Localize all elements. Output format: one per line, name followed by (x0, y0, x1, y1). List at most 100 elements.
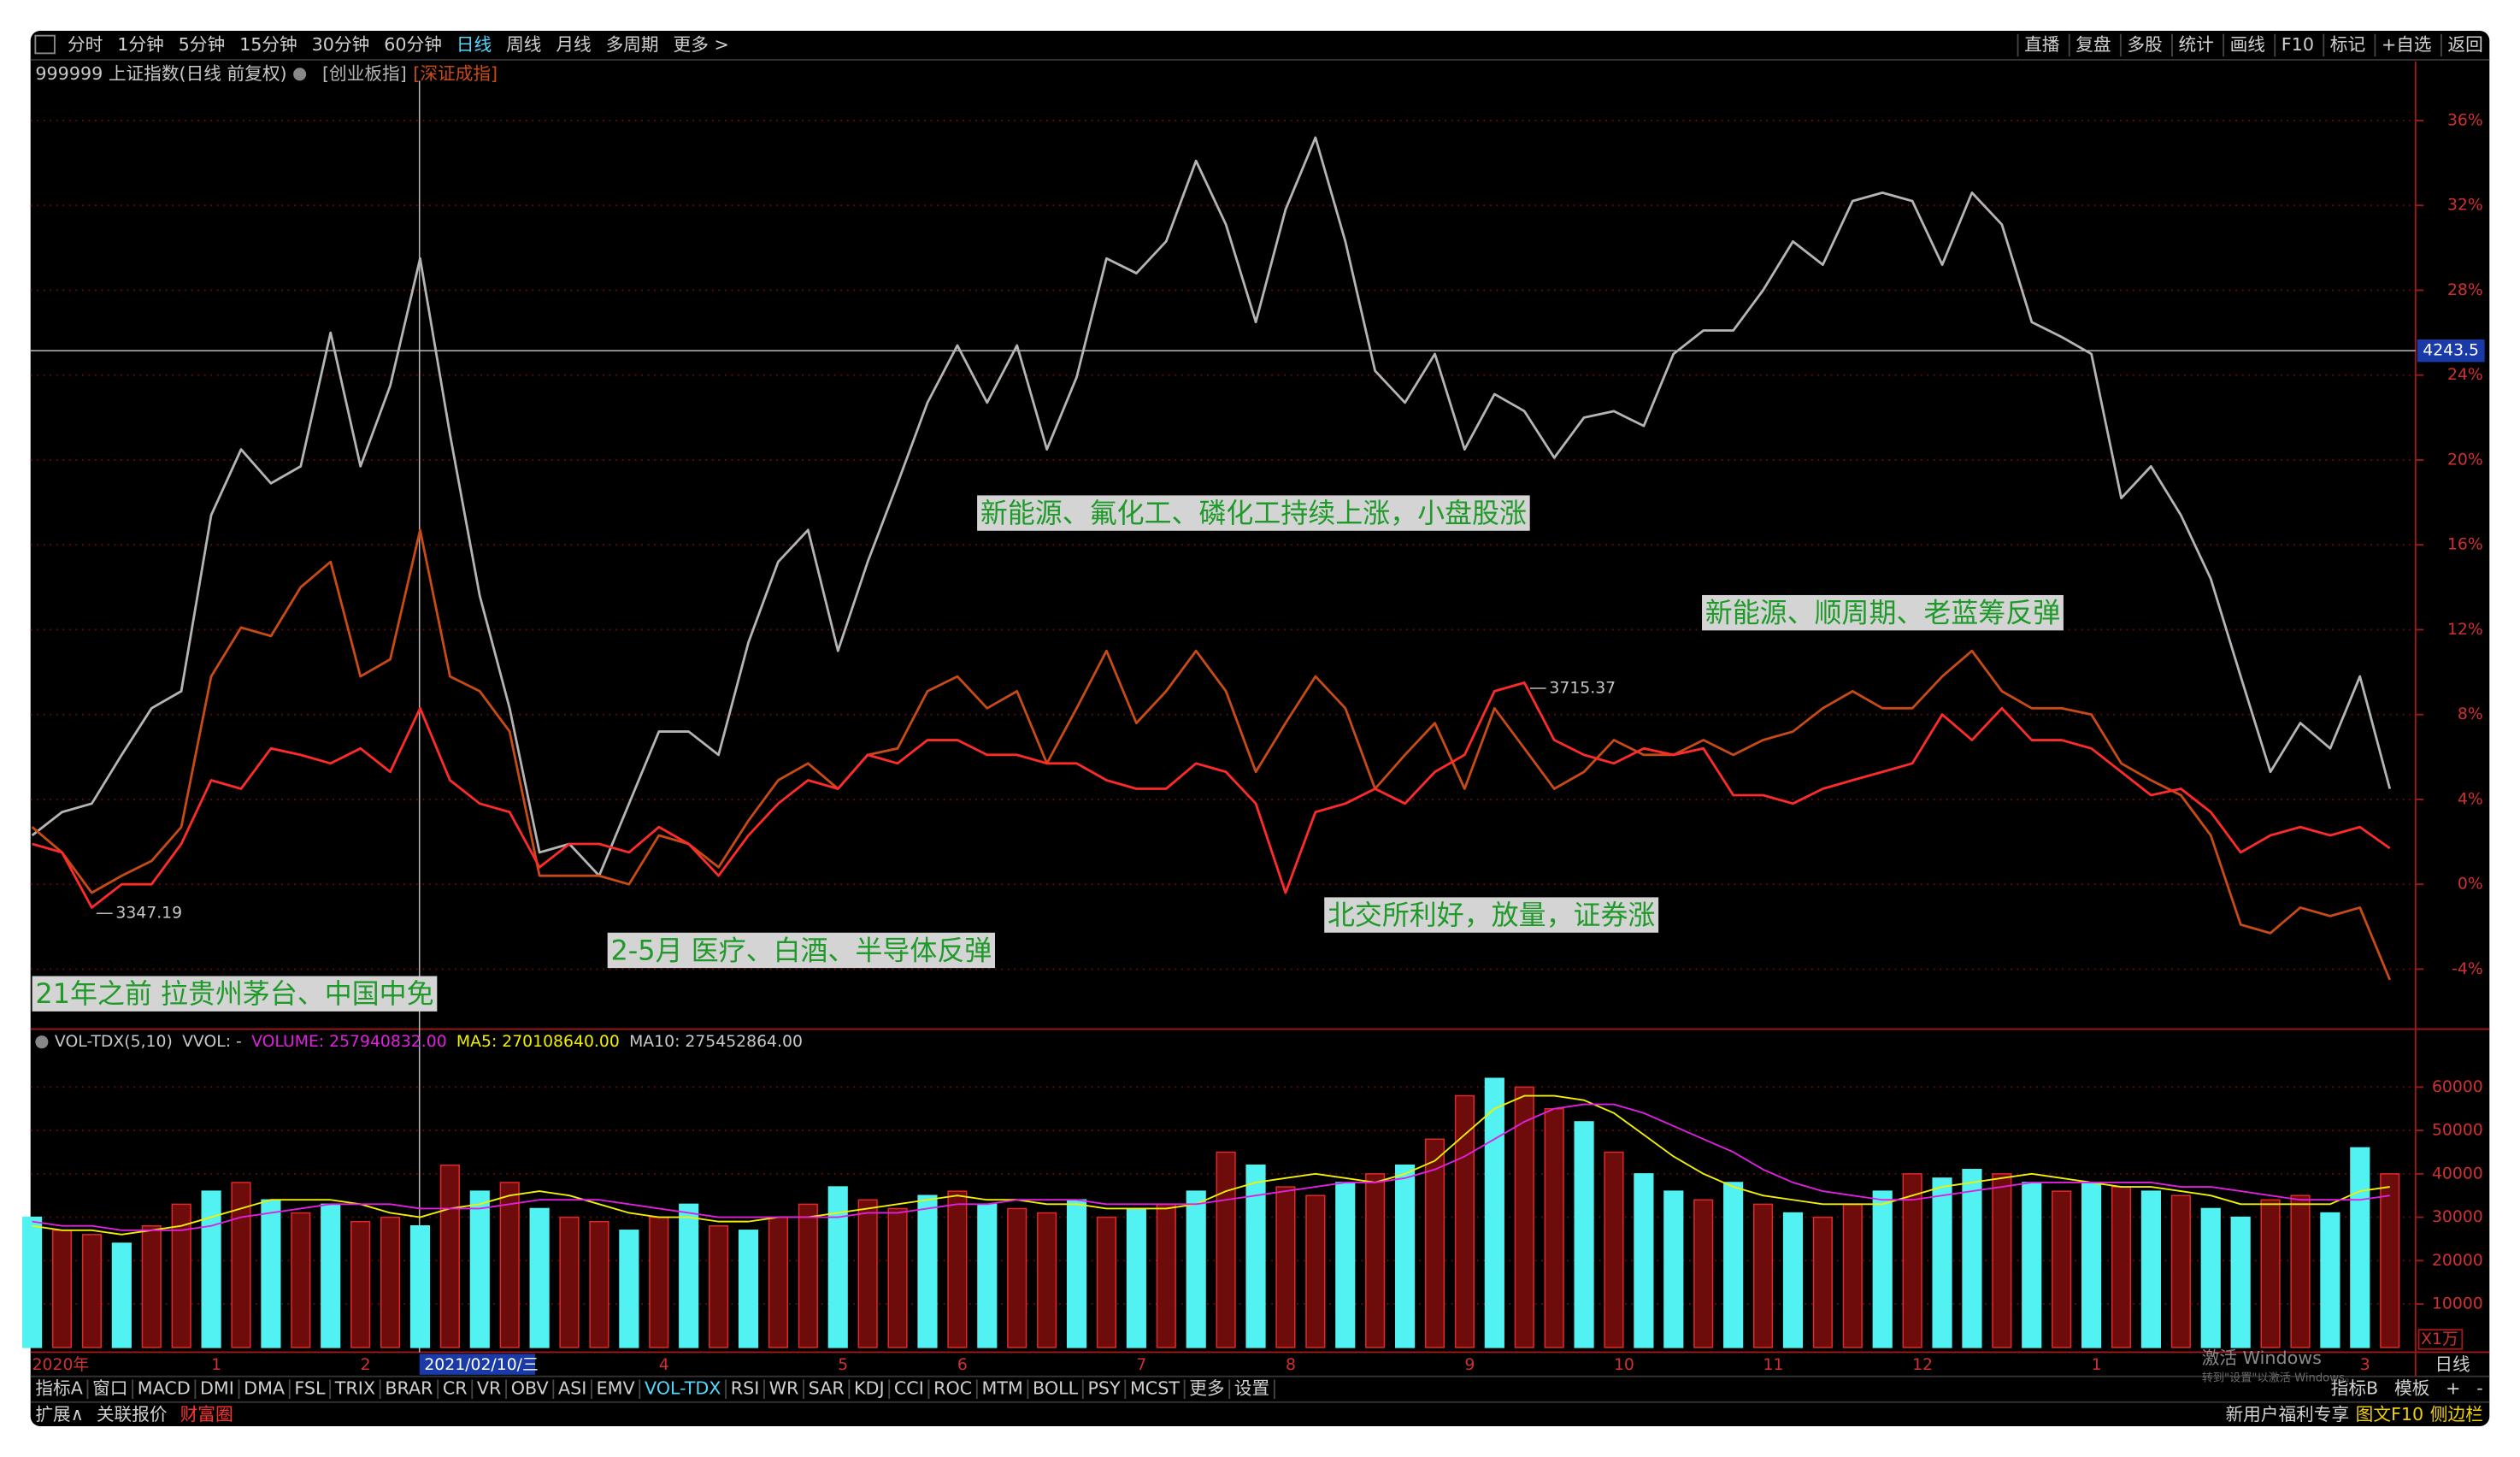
indicator-tab[interactable]: FSL (294, 1378, 326, 1399)
y-tick-label: 50000 (2432, 1122, 2483, 1140)
window-icon[interactable] (34, 34, 56, 55)
volume-bar (1007, 1207, 1027, 1348)
indicator-tab[interactable]: WR (769, 1378, 799, 1399)
toolbar-item[interactable]: 多周期 (606, 34, 659, 55)
indicator-tab[interactable]: 模板 (2394, 1378, 2429, 1399)
annotation-box (607, 932, 995, 969)
indicator-header: VVOL: - (182, 1033, 242, 1051)
volume-bar (1634, 1173, 1654, 1348)
indicator-tab[interactable]: 指标B (2331, 1378, 2379, 1399)
indicator-tab[interactable]: DMA (244, 1378, 285, 1399)
y-tick-label: 60000 (2432, 1078, 2483, 1096)
status-item[interactable]: 新用户福利专享 (2225, 1404, 2349, 1425)
indicator-tab[interactable]: 窗口 (92, 1378, 127, 1399)
status-item[interactable]: 财富圈 (180, 1404, 233, 1425)
toolbar-item[interactable]: 15分钟 (239, 34, 297, 55)
indicator-tab[interactable]: SAR (809, 1378, 845, 1399)
toolbar-item[interactable]: F10 (2282, 34, 2314, 55)
indicator-tab[interactable]: 指标A (35, 1378, 83, 1399)
volume-bar (291, 1212, 311, 1348)
volume-bar (2170, 1195, 2191, 1348)
indicator-tab[interactable]: RSI (731, 1378, 760, 1399)
volume-bar (857, 1199, 878, 1348)
indicator-tab[interactable]: + (2446, 1378, 2460, 1399)
volume-bar (1693, 1199, 1714, 1348)
panel-dropdown[interactable] (35, 1035, 49, 1049)
indicator-tab[interactable]: OBV (511, 1378, 549, 1399)
legend-entry[interactable]: [深证成指] (413, 63, 498, 84)
indicator-tab[interactable]: BRAR (385, 1378, 433, 1399)
toolbar-item[interactable]: 60分钟 (384, 34, 442, 55)
status-item[interactable]: 侧边栏 (2430, 1404, 2483, 1425)
toolbar-item[interactable]: 月线 (556, 34, 591, 55)
x-tick-label: 3 (2360, 1356, 2370, 1374)
indicator-tab[interactable]: BOLL (1033, 1378, 1079, 1399)
status-item[interactable]: 扩展∧ (35, 1404, 83, 1425)
indicator-tab[interactable]: DMI (200, 1378, 234, 1399)
y-tick-label: -4% (2452, 960, 2483, 978)
y-tick-label: 36% (2447, 111, 2483, 129)
toolbar-item[interactable]: 更多 > (674, 34, 729, 55)
window (30, 31, 2490, 1426)
toolbar-item[interactable]: 返回 (2447, 34, 2482, 55)
volume-bar (1335, 1182, 1356, 1348)
indicator-header: VOLUME: 257940832.00 (251, 1033, 447, 1051)
indicator-tab[interactable]: - (2476, 1378, 2482, 1399)
indicator-tab[interactable]: PSY (1087, 1378, 1121, 1399)
x-tick-label: 1 (2092, 1356, 2102, 1374)
indicator-tab[interactable]: KDJ (854, 1378, 885, 1399)
volume-bar (738, 1230, 759, 1348)
toolbar-item[interactable]: 分时 (68, 34, 103, 55)
toolbar-item[interactable]: 统计 (2179, 34, 2214, 55)
indicator-tab[interactable]: VOL-TDX (645, 1378, 721, 1399)
volume-bar (350, 1220, 371, 1348)
toolbar-item[interactable]: 周线 (506, 34, 541, 55)
status-item[interactable]: 图文F10 (2356, 1404, 2424, 1425)
toolbar-item[interactable]: 复盘 (2075, 34, 2111, 55)
toolbar-item[interactable]: +自选 (2382, 34, 2432, 55)
indicator-tab[interactable]: VR (477, 1378, 502, 1399)
indicator-tab[interactable]: MACD (138, 1378, 191, 1399)
volume-bar (947, 1190, 968, 1348)
indicator-tab[interactable]: 设置 (1234, 1378, 1269, 1399)
series-line (31, 528, 2392, 981)
volume-bar (499, 1182, 520, 1348)
volume-bar (768, 1216, 788, 1348)
indicator-tab[interactable]: MTM (981, 1378, 1022, 1399)
status-item[interactable]: 关联报价 (97, 1404, 168, 1425)
indicator-tab[interactable]: ASI (558, 1378, 586, 1399)
legend-entry[interactable]: 999999 上证指数(日线 前复权) (35, 63, 286, 84)
annotation: 新能源、顺周期、老蓝筹反弹 (1705, 597, 2060, 629)
toolbar-item[interactable]: 画线 (2230, 34, 2265, 55)
toolbar-item[interactable]: 直播 (2024, 34, 2060, 55)
indicator-tab[interactable]: ROC (933, 1378, 972, 1399)
indicator-tab[interactable]: MCST (1130, 1378, 1180, 1399)
volume-bar (1544, 1107, 1564, 1348)
toolbar-item[interactable]: 标记 (2330, 34, 2365, 55)
indicator-tab[interactable]: 更多 (1189, 1378, 1224, 1399)
volume-bar (469, 1190, 490, 1348)
volume-bar (231, 1182, 251, 1348)
volume-bar (1812, 1216, 1833, 1348)
volume-bar (1395, 1164, 1416, 1348)
toolbar-item[interactable]: 5分钟 (179, 34, 226, 55)
legend-entry[interactable]: [创业板指] (322, 63, 407, 84)
volume-bar (51, 1230, 73, 1348)
legend-dropdown[interactable] (293, 68, 307, 81)
volume-bar (2200, 1207, 2221, 1348)
crosshair-date: 2021/02/10/三 (424, 1356, 538, 1374)
volume-bar (2052, 1190, 2072, 1348)
toolbar-item[interactable]: 多股 (2127, 34, 2162, 55)
toolbar-item[interactable]: 日线 (456, 34, 492, 55)
volume-bar (1275, 1186, 1296, 1348)
volume-bar (439, 1164, 460, 1348)
indicator-tab[interactable]: CCI (894, 1378, 924, 1399)
x-tick-label: 1 (211, 1356, 221, 1374)
toolbar-item[interactable]: 30分钟 (312, 34, 370, 55)
indicator-tab[interactable]: TRIX (334, 1378, 375, 1399)
toolbar-item[interactable]: 1分钟 (117, 34, 164, 55)
volume-bar (81, 1234, 103, 1348)
indicator-tab[interactable]: CR (443, 1378, 468, 1399)
indicator-tab[interactable]: EMV (597, 1378, 635, 1399)
